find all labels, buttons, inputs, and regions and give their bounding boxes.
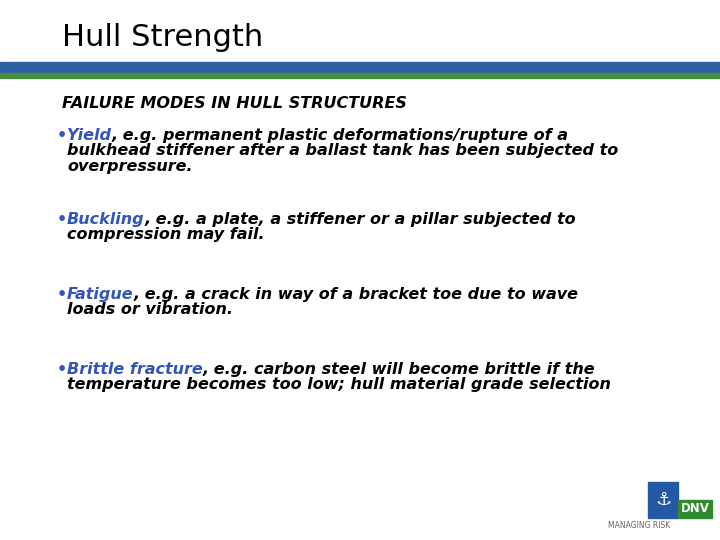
Text: DNV: DNV	[680, 503, 709, 516]
Text: Hull Strength: Hull Strength	[62, 24, 264, 52]
Text: bulkhead stiffener after a ballast tank has been subjected to: bulkhead stiffener after a ballast tank …	[67, 144, 618, 159]
Text: , e.g. a plate, a stiffener or a pillar subjected to: , e.g. a plate, a stiffener or a pillar …	[145, 212, 576, 227]
Text: •: •	[57, 212, 67, 227]
Text: •: •	[57, 128, 67, 143]
Text: , e.g. a crack in way of a bracket toe due to wave: , e.g. a crack in way of a bracket toe d…	[134, 287, 579, 302]
Text: Yield: Yield	[67, 128, 112, 143]
Bar	[0, 73, 720, 78]
Text: •: •	[57, 362, 67, 377]
Text: FAILURE MODES IN HULL STRUCTURES: FAILURE MODES IN HULL STRUCTURES	[62, 96, 407, 111]
Text: temperature becomes too low; hull material grade selection: temperature becomes too low; hull materi…	[67, 377, 611, 393]
Text: , e.g. carbon steel will become brittle if the: , e.g. carbon steel will become brittle …	[203, 362, 595, 377]
Text: ⚓: ⚓	[655, 491, 671, 509]
Text: overpressure.: overpressure.	[67, 159, 193, 174]
Text: Fatigue: Fatigue	[67, 287, 134, 302]
Text: •: •	[57, 287, 67, 302]
Text: Brittle fracture: Brittle fracture	[67, 362, 203, 377]
Bar	[0, 62, 720, 73]
Text: compression may fail.: compression may fail.	[67, 227, 265, 242]
Bar	[648, 482, 678, 518]
Text: MANAGING RISK: MANAGING RISK	[608, 522, 670, 530]
Text: loads or vibration.: loads or vibration.	[67, 302, 233, 318]
Text: Buckling: Buckling	[67, 212, 145, 227]
Text: , e.g. permanent plastic deformations/rupture of a: , e.g. permanent plastic deformations/ru…	[112, 128, 569, 143]
Bar	[678, 500, 712, 518]
